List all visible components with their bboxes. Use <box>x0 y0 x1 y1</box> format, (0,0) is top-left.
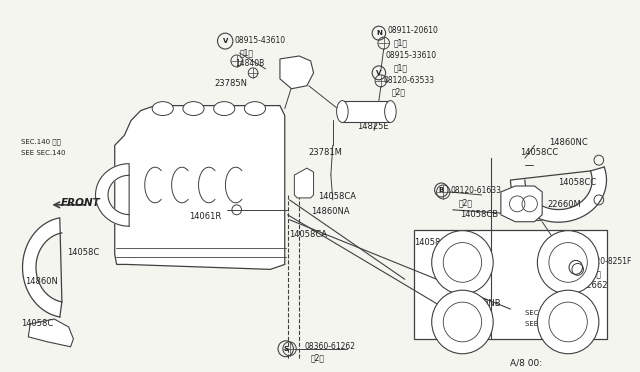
Text: 23781M: 23781M <box>308 148 342 157</box>
Text: 14058CB: 14058CB <box>415 238 452 247</box>
Text: FRONT: FRONT <box>61 198 100 208</box>
Text: SEE SEC.140: SEE SEC.140 <box>525 321 570 327</box>
Text: 22662: 22662 <box>582 281 608 290</box>
Text: （2）: （2） <box>310 354 324 363</box>
Text: 09120-8251F: 09120-8251F <box>582 257 632 266</box>
Text: 08120-63533: 08120-63533 <box>384 76 435 85</box>
Text: A/8 00:: A/8 00: <box>511 359 543 368</box>
Text: B: B <box>438 187 444 193</box>
Circle shape <box>538 290 599 354</box>
Polygon shape <box>511 167 607 222</box>
Text: 22660M: 22660M <box>547 200 580 209</box>
Polygon shape <box>294 168 314 198</box>
Circle shape <box>538 231 599 294</box>
Polygon shape <box>280 56 314 89</box>
Text: 14058CC: 14058CC <box>520 148 558 157</box>
Polygon shape <box>95 164 129 226</box>
Ellipse shape <box>337 101 348 122</box>
Text: 08120-61633: 08120-61633 <box>451 186 502 195</box>
Ellipse shape <box>385 101 396 122</box>
Text: （1）: （1） <box>394 63 407 72</box>
Text: 14058CC: 14058CC <box>559 178 596 187</box>
Text: 08911-20610: 08911-20610 <box>388 26 438 35</box>
Polygon shape <box>28 319 74 347</box>
Text: 14825E: 14825E <box>356 122 388 131</box>
Text: N: N <box>376 30 382 36</box>
Text: 14960NB: 14960NB <box>463 299 501 308</box>
Text: 14860N: 14860N <box>26 277 58 286</box>
Text: 14058CB: 14058CB <box>461 210 499 219</box>
Text: SEC.140 参照: SEC.140 参照 <box>525 309 564 316</box>
Text: 08360-61262: 08360-61262 <box>305 342 356 351</box>
Polygon shape <box>501 186 542 222</box>
Text: V: V <box>223 38 228 44</box>
Text: SEE SEC.140: SEE SEC.140 <box>20 150 65 156</box>
Text: 14840B: 14840B <box>235 59 264 68</box>
Text: 14058CA: 14058CA <box>318 192 356 201</box>
Text: 14058CA: 14058CA <box>289 230 328 239</box>
Circle shape <box>432 290 493 354</box>
Ellipse shape <box>214 102 235 116</box>
Polygon shape <box>22 218 62 317</box>
Text: 14061R: 14061R <box>189 212 221 221</box>
Ellipse shape <box>183 102 204 116</box>
Text: SEC.140 参照: SEC.140 参照 <box>20 138 60 145</box>
Text: （2）: （2） <box>392 88 405 97</box>
Polygon shape <box>115 106 285 269</box>
Text: 14860NC: 14860NC <box>549 138 588 147</box>
Ellipse shape <box>152 102 173 116</box>
Text: （1）: （1） <box>239 48 253 57</box>
Text: （2）: （2） <box>459 198 472 207</box>
Text: 14860NA: 14860NA <box>310 207 349 216</box>
Text: B: B <box>373 106 379 112</box>
Circle shape <box>432 231 493 294</box>
Text: 23785N: 23785N <box>214 79 248 88</box>
Text: 14058C: 14058C <box>20 319 53 328</box>
Polygon shape <box>415 230 607 339</box>
Text: （2）: （2） <box>588 269 602 278</box>
Text: （1）: （1） <box>394 38 407 47</box>
Text: 08915-33610: 08915-33610 <box>386 51 436 60</box>
Text: V: V <box>376 70 381 76</box>
Ellipse shape <box>244 102 266 116</box>
Text: 14058C: 14058C <box>67 247 99 257</box>
Text: 08915-43610: 08915-43610 <box>235 36 286 45</box>
Bar <box>342 101 390 122</box>
Text: S: S <box>284 346 288 352</box>
Text: B: B <box>573 264 579 270</box>
